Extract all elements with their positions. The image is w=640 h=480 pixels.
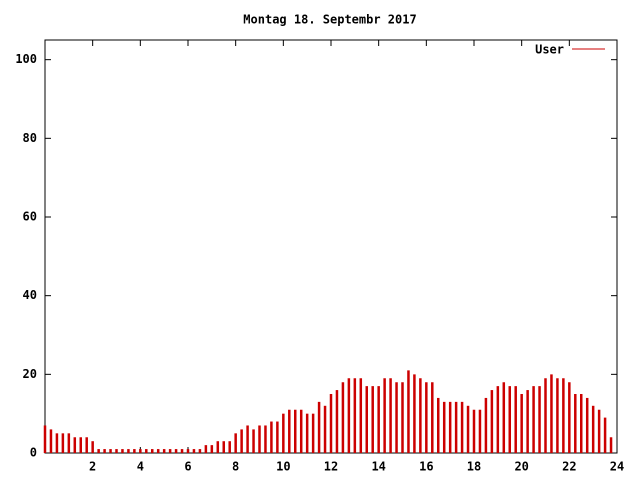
x-tick-label: 22: [562, 460, 576, 474]
x-tick-label: 24: [610, 460, 624, 474]
legend-label: User: [535, 43, 564, 57]
chart-title: Montag 18. Septembr 2017: [243, 13, 416, 27]
x-tick-label: 16: [419, 460, 433, 474]
y-tick-label: 100: [15, 52, 37, 66]
x-tick-label: 6: [184, 460, 191, 474]
x-tick-label: 14: [371, 460, 385, 474]
x-tick-label: 2: [89, 460, 96, 474]
x-tick-label: 4: [137, 460, 144, 474]
y-tick-label: 0: [30, 446, 37, 460]
x-tick-label: 8: [232, 460, 239, 474]
x-tick-label: 10: [276, 460, 290, 474]
y-tick-label: 20: [23, 367, 37, 381]
y-tick-label: 80: [23, 131, 37, 145]
x-tick-label: 18: [467, 460, 481, 474]
y-tick-label: 60: [23, 210, 37, 224]
y-tick-label: 40: [23, 288, 37, 302]
x-tick-label: 12: [324, 460, 338, 474]
x-tick-label: 20: [514, 460, 528, 474]
